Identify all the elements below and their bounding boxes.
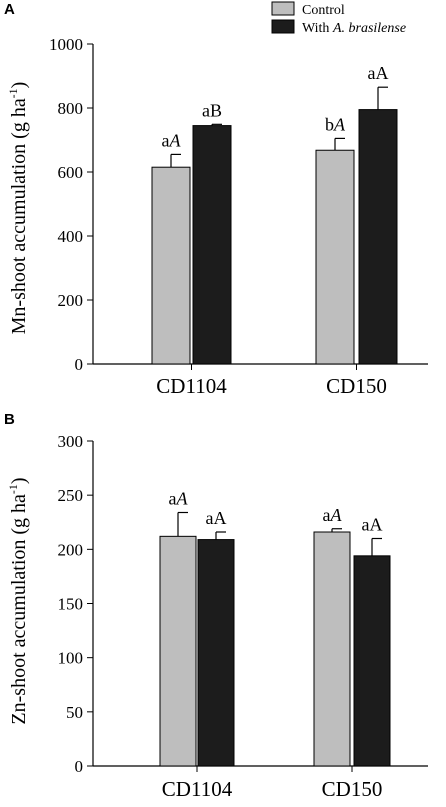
panel-b-category-label-0: CD1104 [162,777,233,801]
panel-b-sig-upper-s0-c0: A [176,489,189,509]
panel-a-sig-upper-s1-c0: B [210,100,222,120]
panel-a-bar-s1-c1 [358,109,398,365]
panel-b-sig-label-s0-c0: aA [169,489,189,509]
legend-label-treated-prefix: With [302,21,333,36]
panel-b-y-tick-label-2: 100 [58,649,84,668]
panel-b-y-tick-label-6: 300 [58,432,84,451]
panel-a-y-tick-label-5: 1000 [49,35,83,54]
panel-b-y-axis-title: Zn-shoot accumulation (g ha-1) [6,477,30,724]
panel-a-y-axis-title: Mn-shoot accumulation (g ha-1) [6,82,30,335]
panel-a-sig-lower-s0-c0: a [162,130,170,150]
panel-b-sig-lower-s1-c0: a [206,508,214,528]
panel-b-sig-label-s0-c1: aA [323,505,343,525]
panel-a-sig-lower-s0-c1: b [325,114,334,134]
panel-b-y-tick-label-5: 250 [58,486,84,505]
legend-label-treated-species: A. brasilense [332,21,406,36]
panel-a: A Mn-shoot accumulation (g ha-1) 0 200 400… [4,1,428,398]
panel-a-y-tick-label-1: 200 [58,291,84,310]
panel-a-y-tick-label-4: 800 [58,99,84,118]
panel-b: B Zn-shoot accumulation (g ha-1) 0 50 100 1… [4,411,428,801]
panel-b-sig-upper-s0-c1: A [330,505,343,525]
panel-b-y-axis-title-end: ) [8,477,30,484]
panel-b-sig-upper-s1-c0: A [214,508,227,528]
legend-swatch-control [271,1,295,16]
panel-a-sig-label-s0-c1: bA [325,114,346,134]
panel-a-y-axis-title-sup: -1 [6,88,20,98]
legend-label-control: Control [302,3,345,18]
panel-b-y-axis-title-sup: -1 [6,484,20,494]
panel-b-sig-upper-s1-c1: A [370,515,383,535]
panel-a-bar-s0-c1 [315,149,355,365]
panel-a-y-axis-title-main: Mn-shoot accumulation (g ha [8,98,30,334]
panel-a-y-tick-label-3: 600 [58,163,84,182]
panel-a-y-tick-label-0: 0 [75,355,84,374]
legend-label-treated: With A. brasilense [302,21,406,36]
panel-b-letter: B [4,411,15,428]
panel-b-sig-lower-s0-c1: a [323,505,331,525]
panel-a-sig-upper-s0-c1: A [333,114,346,134]
panel-b-sig-label-s1-c0: aA [206,508,227,528]
panel-a-category-label-0: CD1104 [156,374,227,398]
panel-b-y-tick-label-3: 150 [58,595,84,614]
panel-b-sig-lower-s0-c0: a [169,489,177,509]
panel-a-sig-upper-s0-c0: A [169,130,182,150]
panel-b-y-axis-title-main: Zn-shoot accumulation (g ha [8,494,30,725]
legend: Control With A. brasilense [271,1,406,36]
panel-a-sig-upper-s1-c1: A [376,63,389,83]
legend-swatch-treated [271,19,295,34]
panel-b-category-label-1: CD150 [322,777,383,801]
panel-a-sig-label-s1-c0: aB [202,100,222,120]
panel-a-bar-s0-c0 [151,166,191,365]
panel-a-y-axis-title-end: ) [8,82,30,89]
panel-a-letter: A [4,1,15,18]
panel-a-sig-label-s1-c1: aA [368,63,389,83]
panel-b-bar-s0-c1 [313,531,351,767]
panel-b-bar-s1-c1 [353,555,391,767]
panel-b-sig-label-s1-c1: aA [362,515,383,535]
panel-b-y-tick-label-4: 200 [58,540,84,559]
panel-a-sig-label-s0-c0: aA [162,130,182,150]
panel-b-bar-s0-c0 [159,535,197,767]
panel-a-y-tick-label-2: 400 [58,227,84,246]
panel-a-sig-lower-s1-c1: a [368,63,376,83]
panel-b-y-tick-label-1: 50 [66,703,83,722]
panel-a-category-label-1: CD150 [326,374,387,398]
panel-b-bar-s1-c0 [197,539,235,767]
panel-a-bar-s1-c0 [192,125,232,365]
panel-b-y-tick-label-0: 0 [75,757,84,776]
panel-b-sig-lower-s1-c1: a [362,515,370,535]
panel-a-sig-lower-s1-c0: a [202,100,210,120]
